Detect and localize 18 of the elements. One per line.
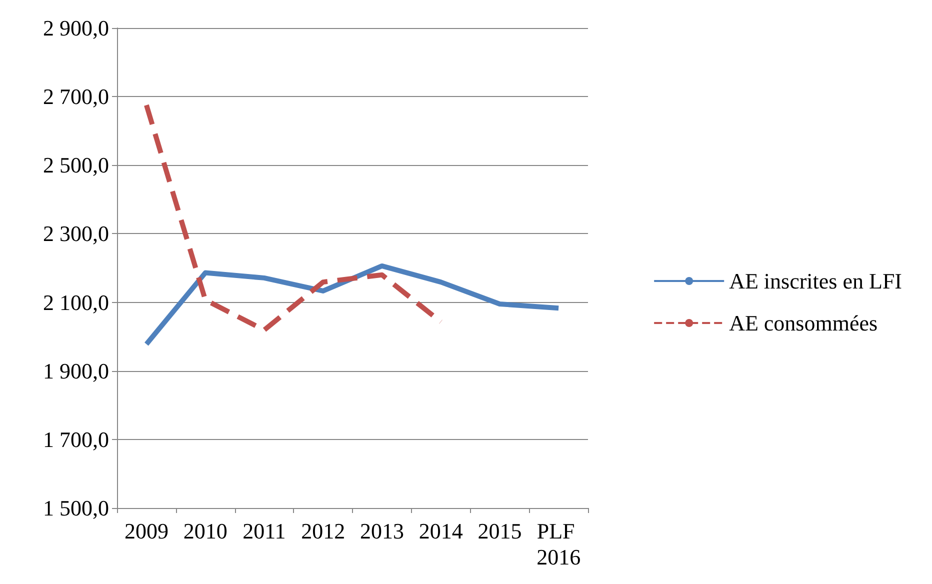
x-tick-label: PLF 2016	[536, 518, 581, 570]
x-tick-label: 2012	[301, 518, 346, 544]
y-tick-label: 2 900,0	[43, 16, 109, 40]
y-tick-label: 2 700,0	[43, 84, 109, 110]
x-tick-label: 2013	[360, 518, 404, 544]
y-tick-label: 2 100,0	[43, 290, 109, 315]
x-tick-label: 2010	[183, 518, 228, 544]
y-tick-label: 1 500,0	[43, 496, 109, 520]
y-tick-label: 1 700,0	[43, 426, 109, 452]
y-tick-label: 2 500,0	[43, 152, 109, 178]
y-tick-label: 2 300,0	[43, 221, 109, 246]
x-tick-label: 2014	[418, 518, 463, 544]
x-tick-label: 2009	[124, 518, 168, 544]
x-tick-label: 2015	[478, 518, 522, 544]
legend-label: AE consommées	[729, 310, 878, 336]
x-tick-label: 2011	[242, 518, 286, 544]
legend-label: AE inscrites en LFI	[729, 268, 902, 294]
y-tick-label: 1 900,0	[43, 358, 109, 384]
